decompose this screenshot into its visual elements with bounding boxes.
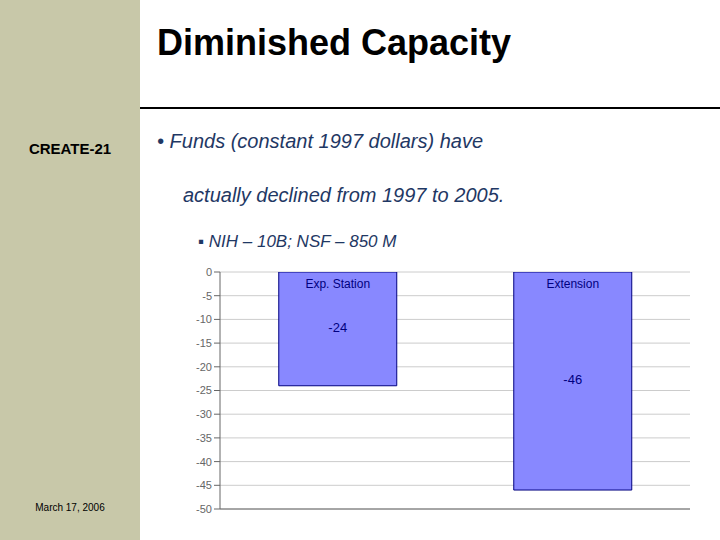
svg-text:-5: -5 [202,290,212,302]
svg-text:-15: -15 [196,337,212,349]
html-text:• Funds (constant 1997 dollars: • Funds (constant 1997 dollars) have [157,130,484,152]
svg-text:-50: -50 [196,503,212,515]
svg-text:-35: -35 [196,432,212,444]
svg-text:-24: -24 [328,320,347,335]
svg-text:0: 0 [206,266,212,278]
svg-text:Exp. Station: Exp. Station [305,277,370,291]
html-text:actually declined from 1997 to: actually declined from 1997 to 2005. [183,184,505,206]
html-text:CREATE-21: CREATE-21 [28,140,112,157]
html-text:March 17, 2006: March 17, 2006 [35,502,105,513]
svg-text:-10: -10 [196,313,212,325]
svg-text:Extension: Extension [546,277,599,291]
svg-text:-30: -30 [196,408,212,420]
svg-text:-40: -40 [196,456,212,468]
svg-text:-25: -25 [196,384,212,396]
html-text:Diminished Capacity: Diminished Capacity [157,22,512,63]
html-text:▪ NIH – 10B; NSF – 850 M: ▪ NIH – 10B; NSF – 850 M [198,232,397,251]
svg-text:-46: -46 [563,372,582,387]
svg-text:-20: -20 [196,361,212,373]
svg-text:-45: -45 [196,479,212,491]
